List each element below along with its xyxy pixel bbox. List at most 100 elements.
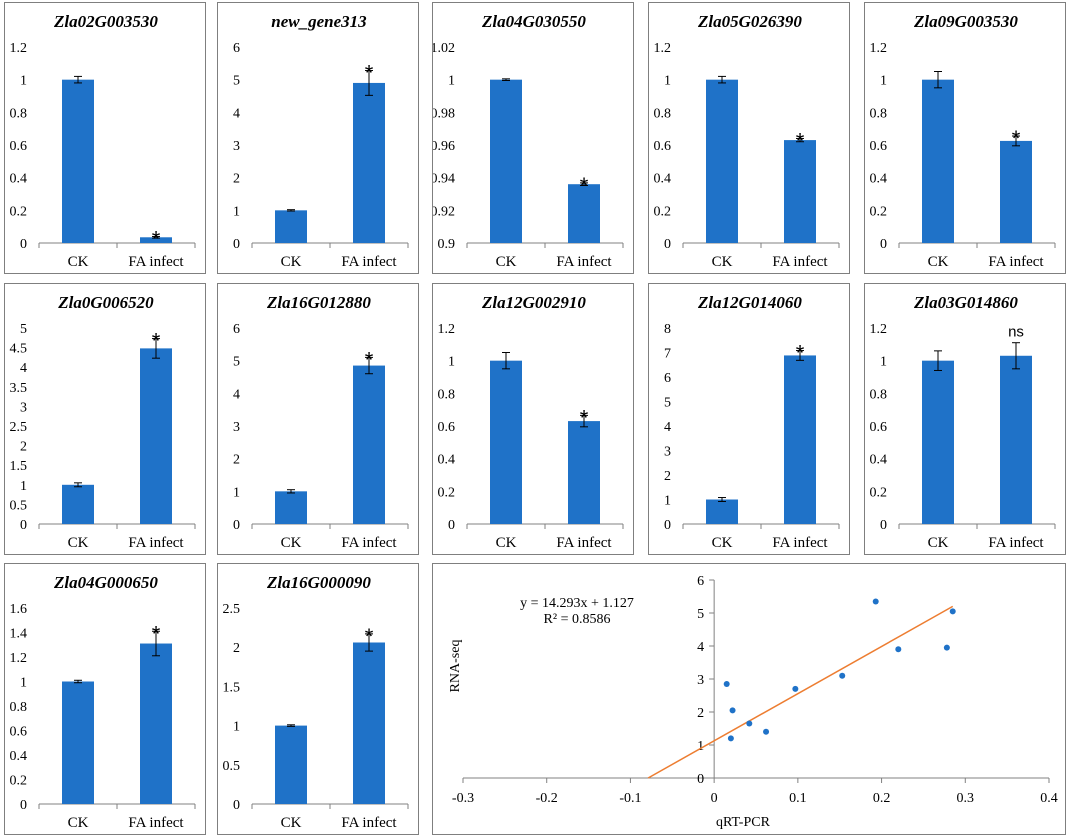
y-tick-label: 1.2 xyxy=(10,651,28,666)
bar-ck xyxy=(922,360,954,524)
y-tick-label: 0.6 xyxy=(870,420,888,435)
bar-fa-infect xyxy=(140,348,172,524)
significance-marker: * xyxy=(152,621,161,646)
chart-panel-1: Zla02G003530 0 0.2 0.4 0.6 0.8 1 1.2 CK FA infect… xyxy=(4,2,206,274)
bar-chart-6: Zla0G006520 0 0.5 1 1.5 2 2.5 3 3.5 4 4.5 5 CK FA inf… xyxy=(10,293,196,551)
x-category-label: FA infect xyxy=(341,535,397,551)
y-tick-label: 1.2 xyxy=(870,322,888,337)
chart-panel-6: Zla0G006520 0 0.5 1 1.5 2 2.5 3 3.5 4 4.5 5 CK FA inf… xyxy=(4,283,206,555)
x-tick-label: 0.4 xyxy=(1040,791,1058,806)
chart-title: Zla12G014060 xyxy=(697,293,802,312)
x-category-label: CK xyxy=(712,535,733,551)
x-category-label: CK xyxy=(281,815,302,831)
x-category-label: FA infect xyxy=(128,254,184,270)
y-tick-label: 0.8 xyxy=(438,387,456,402)
y-tick-label: 0.8 xyxy=(654,106,672,121)
x-category-label: FA infect xyxy=(988,535,1044,551)
trendline xyxy=(647,605,954,779)
y-tick-label: 0.4 xyxy=(438,453,456,468)
data-point xyxy=(729,707,736,714)
chart-title: Zla16G000090 xyxy=(266,573,371,592)
bar-chart-8: Zla12G002910 0 0.2 0.4 0.6 0.8 1 1.2 CK FA infect… xyxy=(438,293,624,551)
y-tick-label: 1 xyxy=(20,479,27,494)
y-tick-label: 1 xyxy=(664,494,671,509)
significance-marker: ns xyxy=(1008,324,1024,341)
bar-chart-9: Zla12G014060 0 1 2 3 4 5 6 7 8 CK FA infect * xyxy=(664,293,840,551)
y-tick-label: 1 xyxy=(233,485,240,500)
chart-title: new_gene313 xyxy=(271,12,367,31)
y-tick-label: 6 xyxy=(233,322,240,337)
y-tick-label: 8 xyxy=(664,322,671,337)
y-tick-label: 0.2 xyxy=(870,204,888,219)
chart-title: Zla03G014860 xyxy=(913,293,1018,312)
bar-ck xyxy=(275,491,307,524)
fit-r-squared: R² = 0.8586 xyxy=(544,612,611,627)
y-tick-label: 0 xyxy=(20,237,27,252)
y-tick-label: 0.4 xyxy=(10,172,28,187)
bar-chart-5: Zla09G003530 0 0.2 0.4 0.6 0.8 1 1.2 CK FA infect… xyxy=(870,12,1056,270)
x-category-label: CK xyxy=(496,254,517,270)
data-point xyxy=(763,728,770,735)
y-tick-label: 0.6 xyxy=(870,139,888,154)
y-tick-label: 2.5 xyxy=(223,602,241,617)
x-category-label: CK xyxy=(928,254,949,270)
y-tick-label: 0.4 xyxy=(870,453,888,468)
y-tick-label: 3 xyxy=(233,420,240,435)
y-tick-label: 3 xyxy=(233,139,240,154)
chart-panel-2: new_gene313 0 1 2 3 4 5 6 CK FA infect * xyxy=(217,2,419,274)
data-point xyxy=(723,680,730,687)
bar-fa-infect xyxy=(1000,355,1032,524)
y-tick-label: 1 xyxy=(448,355,455,370)
bar-chart-7: Zla16G012880 0 1 2 3 4 5 6 CK FA infect * xyxy=(233,293,409,551)
y-tick-label: 0.8 xyxy=(10,700,28,715)
y-tick-label: 3.5 xyxy=(10,381,28,396)
y-tick-label: 1.4 xyxy=(10,627,28,642)
y-tick-label: 0.4 xyxy=(870,172,888,187)
data-point xyxy=(727,735,734,742)
chart-panel-7: Zla16G012880 0 1 2 3 4 5 6 CK FA infect * xyxy=(217,283,419,555)
data-point xyxy=(949,608,956,615)
bar-ck xyxy=(62,79,94,244)
x-category-label: FA infect xyxy=(556,254,612,270)
y-tick-label: 5 xyxy=(697,607,704,622)
bar-ck xyxy=(706,499,738,524)
y-tick-label: 4 xyxy=(20,361,27,376)
bar-ck xyxy=(490,360,522,524)
bar-fa-infect xyxy=(568,421,600,524)
significance-marker: * xyxy=(365,61,374,86)
y-tick-label: 1.2 xyxy=(870,41,888,56)
x-category-label: CK xyxy=(281,535,302,551)
y-tick-label: 2 xyxy=(233,453,240,468)
y-tick-label: 3 xyxy=(697,673,704,688)
y-tick-label: 0.4 xyxy=(10,749,28,764)
y-tick-label: 0 xyxy=(880,237,887,252)
y-tick-label: 0.5 xyxy=(223,759,241,774)
bar-chart-12: Zla16G000090 0 0.5 1 1.5 2 2.5 CK FA infect * xyxy=(223,573,409,831)
chart-panel-3: Zla04G030550 0.9 0.92 0.94 0.96 0.98 1 1.02 CK FA… xyxy=(432,2,634,274)
chart-title: Zla04G000650 xyxy=(53,573,158,592)
y-tick-label: 1 xyxy=(20,74,27,89)
data-point xyxy=(746,720,753,727)
y-tick-label: 5 xyxy=(233,74,240,89)
chart-panel-9: Zla12G014060 0 1 2 3 4 5 6 7 8 CK FA infect * xyxy=(648,283,850,555)
y-tick-label: 0.2 xyxy=(10,774,28,789)
y-tick-label: 1.2 xyxy=(438,322,456,337)
y-tick-label: 1.5 xyxy=(223,680,241,695)
y-tick-label: 4 xyxy=(233,387,240,402)
x-category-label: FA infect xyxy=(128,815,184,831)
y-tick-label: 0 xyxy=(233,237,240,252)
bar-ck xyxy=(275,210,307,243)
y-tick-label: 1 xyxy=(233,720,240,735)
y-tick-label: 2.5 xyxy=(10,420,28,435)
y-tick-label: 0 xyxy=(448,518,455,533)
significance-marker: * xyxy=(796,128,805,153)
y-tick-label: 3 xyxy=(664,445,671,460)
y-tick-label: 2 xyxy=(697,706,704,721)
y-tick-label: 5 xyxy=(20,322,27,337)
y-axis-title: RNA-seq xyxy=(448,640,463,693)
bar-chart-11: Zla04G000650 0 0.2 0.4 0.6 0.8 1 1.2 1.4 1.6 CK FA … xyxy=(10,573,196,831)
y-tick-label: 1 xyxy=(20,676,27,691)
y-tick-label: 0.92 xyxy=(433,204,455,219)
data-point xyxy=(839,672,846,679)
x-tick-label: -0.1 xyxy=(619,791,641,806)
